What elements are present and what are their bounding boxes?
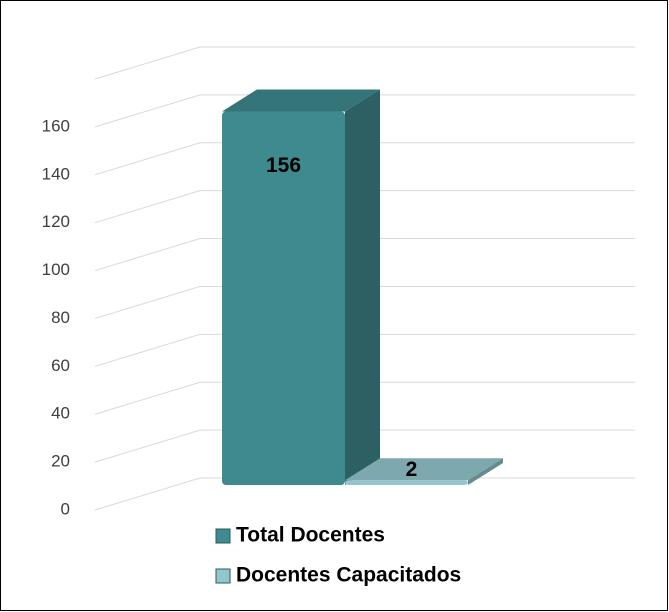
y-tick-label: 80: [51, 308, 70, 327]
y-tick-label: 60: [51, 356, 70, 375]
bar-top: [345, 458, 503, 481]
data-label: 2: [406, 458, 418, 481]
grid-line: [94, 477, 635, 511]
legend-label: Docentes Capacitados: [236, 564, 461, 587]
bar-side: [345, 89, 380, 485]
grid-line: [94, 429, 635, 463]
y-tick-label: 20: [51, 452, 70, 471]
bar-side: [468, 458, 503, 485]
bar: [345, 480, 468, 485]
y-tick-label: 40: [51, 404, 70, 423]
bar-top-shade: [222, 89, 380, 112]
grid-line: [94, 238, 635, 272]
bar-side-shade: [345, 89, 380, 485]
bar-side-shade: [468, 458, 503, 485]
grid-line: [94, 46, 635, 80]
grid-line: [94, 190, 635, 224]
y-tick-label: 160: [42, 116, 70, 135]
legend-label: Total Docentes: [236, 524, 385, 547]
data-label: 156: [266, 154, 301, 177]
bar-top: [222, 89, 380, 112]
grid-line: [94, 333, 635, 367]
grid-line: [94, 381, 635, 415]
legend-swatch: [215, 568, 231, 584]
bar-top-shade: [345, 458, 503, 481]
legend-swatch: [215, 528, 231, 544]
bar: [222, 111, 345, 485]
y-tick-label: 140: [42, 164, 70, 183]
y-tick-label: 120: [42, 212, 70, 231]
grid-line: [94, 142, 635, 176]
grid-line: [94, 94, 635, 128]
y-tick-label: 0: [61, 499, 70, 518]
grid-line: [94, 285, 635, 319]
y-tick-label: 100: [42, 260, 70, 279]
